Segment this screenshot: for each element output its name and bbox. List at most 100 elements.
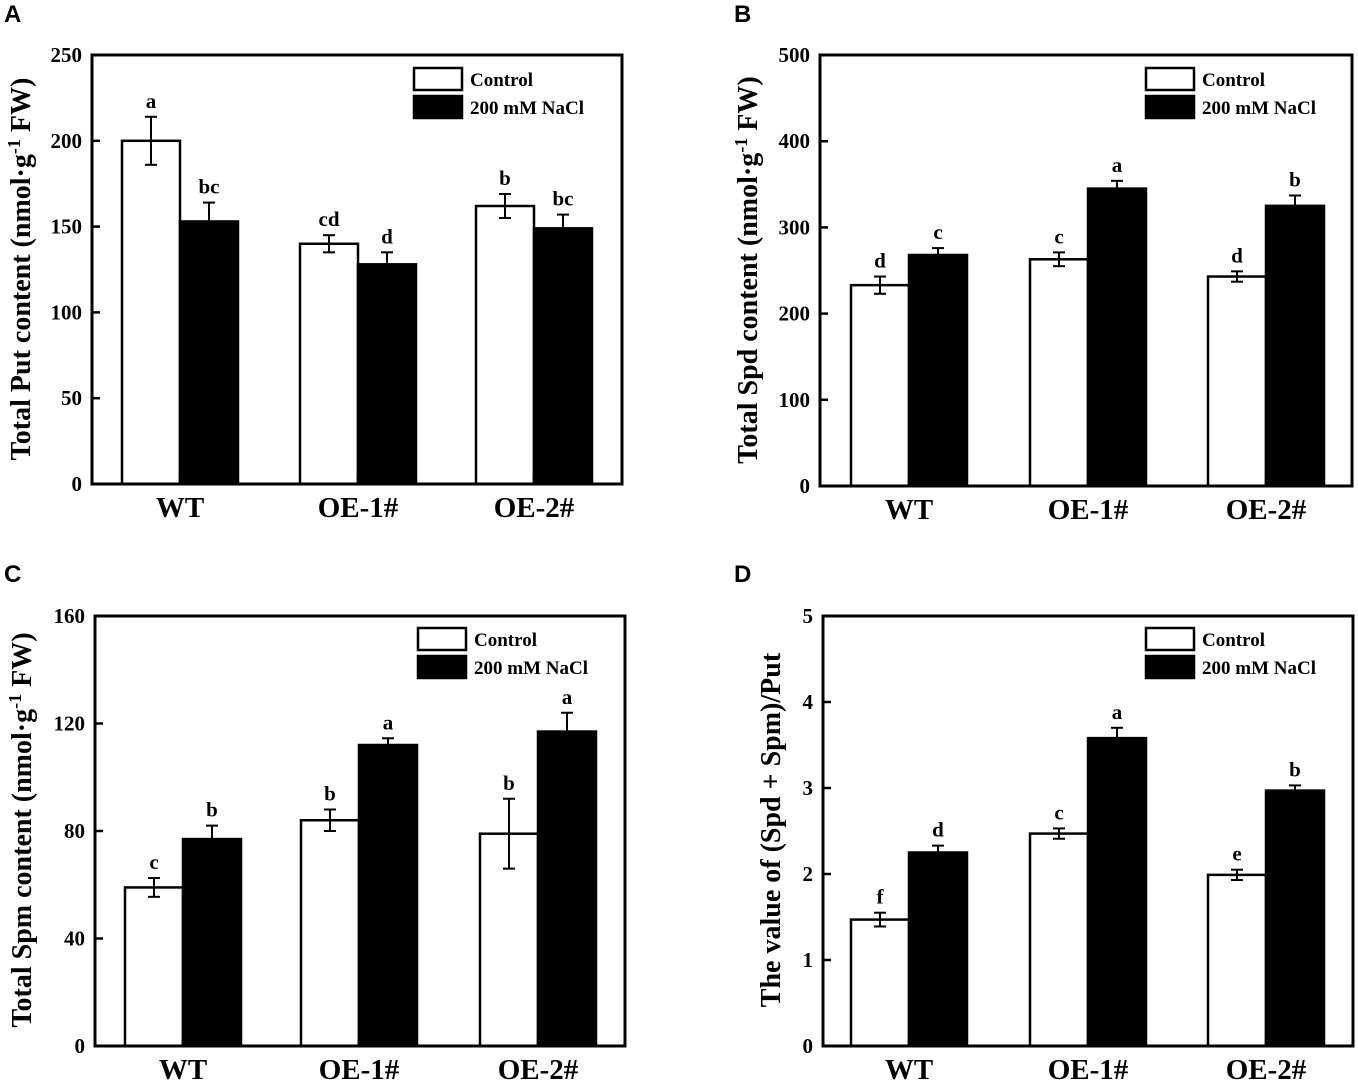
legend-label: 200 mM NaCl — [474, 658, 588, 679]
y-axis-label: Total Spd content (nmol·g-1 FW) — [731, 76, 764, 463]
x-tick-label: OE-2# — [494, 492, 575, 524]
error-bar — [206, 824, 218, 853]
error-bar — [1231, 868, 1243, 882]
significance-letter: b — [1289, 757, 1301, 781]
significance-letter: c — [1054, 800, 1063, 824]
legend-swatch-nacl — [416, 654, 468, 680]
error-bar — [381, 251, 393, 277]
nacl-bar-wt — [178, 220, 240, 486]
x-tick-label: WT — [885, 494, 933, 526]
y-tick-label: 0 — [75, 1034, 86, 1058]
legend-label: Control — [474, 630, 537, 651]
legend: Control 200 mM NaCl — [1144, 626, 1316, 680]
y-tick-label: 120 — [54, 712, 86, 736]
y-axis-label: Total Put content (nmol·g-1 FW) — [4, 78, 37, 461]
error-bar — [1111, 726, 1123, 749]
x-tick-label: OE-2# — [1226, 494, 1307, 526]
x-tick-label: WT — [159, 1054, 207, 1080]
x-tick-label: WT — [885, 1054, 933, 1080]
nacl-bar-oe-2 — [1264, 204, 1326, 488]
error-bar — [874, 911, 886, 928]
nacl-bar-wt — [907, 851, 969, 1048]
legend: Control 200 mM NaCl — [416, 626, 588, 680]
y-tick-label: 80 — [64, 819, 85, 843]
error-bar — [1289, 784, 1301, 796]
control-bar-oe-1 — [1028, 258, 1090, 488]
control-bar-oe-2 — [1206, 873, 1268, 1048]
y-tick-label: 150 — [51, 215, 83, 239]
y-tick-label: 0 — [800, 474, 811, 498]
panel-letter: A — [4, 1, 21, 28]
control-bar-oe-1 — [1028, 832, 1090, 1048]
y-tick-label: 40 — [64, 927, 85, 951]
error-bar — [324, 808, 336, 832]
error-bar — [382, 737, 394, 752]
legend-swatch-nacl — [1144, 654, 1196, 680]
significance-letter: c — [1054, 224, 1063, 248]
control-bar-wt — [849, 283, 911, 488]
y-tick-label: 50 — [61, 386, 82, 410]
nacl-bar-oe-2 — [536, 730, 598, 1048]
significance-letter: c — [149, 850, 158, 874]
nacl-bar-oe-1 — [1086, 736, 1148, 1048]
error-bar — [932, 247, 944, 262]
significance-letter: b — [499, 166, 511, 190]
significance-letter: d — [874, 249, 886, 273]
legend-swatch-control — [412, 66, 464, 92]
significance-letter: a — [146, 89, 157, 113]
error-bar — [561, 711, 573, 751]
y-tick-label: 0 — [72, 472, 83, 496]
y-tick-label: 1 — [803, 948, 814, 972]
y-tick-label: 3 — [803, 776, 814, 800]
legend-label: Control — [470, 70, 533, 91]
legend-swatch-control — [1144, 66, 1196, 92]
y-axis-label: Total Spm content (nmol·g-1 FW) — [5, 632, 38, 1027]
significance-letter: d — [1231, 243, 1243, 267]
significance-letter: e — [1232, 842, 1241, 866]
error-bar — [874, 275, 886, 295]
y-tick-label: 250 — [51, 43, 83, 67]
panel-letter: C — [4, 561, 21, 588]
legend: Control 200 mM NaCl — [1144, 66, 1316, 120]
nacl-bar-oe-1 — [1086, 187, 1148, 488]
control-bar-oe-1 — [299, 819, 361, 1048]
legend-label: 200 mM NaCl — [1202, 658, 1316, 679]
error-bar — [503, 797, 515, 870]
error-bar — [145, 115, 157, 166]
significance-letter: a — [383, 710, 394, 734]
significance-letter: b — [324, 782, 336, 806]
y-tick-label: 0 — [803, 1034, 814, 1058]
significance-letter: d — [932, 818, 944, 842]
x-tick-label: OE-1# — [318, 492, 399, 524]
nacl-bar-wt — [181, 837, 243, 1048]
y-tick-label: 500 — [779, 43, 811, 67]
y-tick-label: 160 — [54, 604, 86, 628]
legend: Control 200 mM NaCl — [412, 66, 584, 120]
y-tick-label: 200 — [779, 302, 811, 326]
nacl-bar-oe-1 — [357, 743, 419, 1048]
y-tick-label: 200 — [51, 129, 83, 153]
panel-letter: D — [734, 561, 751, 588]
error-bar — [323, 234, 335, 254]
control-bar-wt — [120, 139, 182, 486]
legend-label: Control — [1202, 630, 1265, 651]
y-tick-label: 5 — [803, 604, 814, 628]
significance-letter: bc — [199, 175, 220, 199]
significance-letter: c — [933, 220, 942, 244]
error-bar — [1053, 827, 1065, 840]
legend-label: Control — [1202, 70, 1265, 91]
significance-letter: b — [503, 771, 515, 795]
significance-letter: b — [1289, 168, 1301, 192]
error-bar — [1053, 251, 1065, 268]
nacl-bar-wt — [907, 253, 969, 488]
significance-letter: bc — [553, 187, 574, 211]
significance-letter: cd — [319, 207, 340, 231]
y-tick-label: 4 — [803, 690, 814, 714]
error-bar — [557, 213, 569, 243]
x-tick-label: WT — [156, 492, 204, 524]
significance-letter: a — [1112, 153, 1123, 177]
panel-b: Bd c WT c a OE-1# d b OE-2# 0 100 200 300 400 500 Total… — [731, 1, 1354, 526]
x-tick-label: OE-2# — [1226, 1054, 1307, 1080]
control-bar-oe-2 — [474, 204, 536, 486]
